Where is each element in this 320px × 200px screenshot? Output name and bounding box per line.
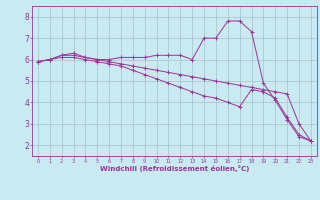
X-axis label: Windchill (Refroidissement éolien,°C): Windchill (Refroidissement éolien,°C) [100, 165, 249, 172]
